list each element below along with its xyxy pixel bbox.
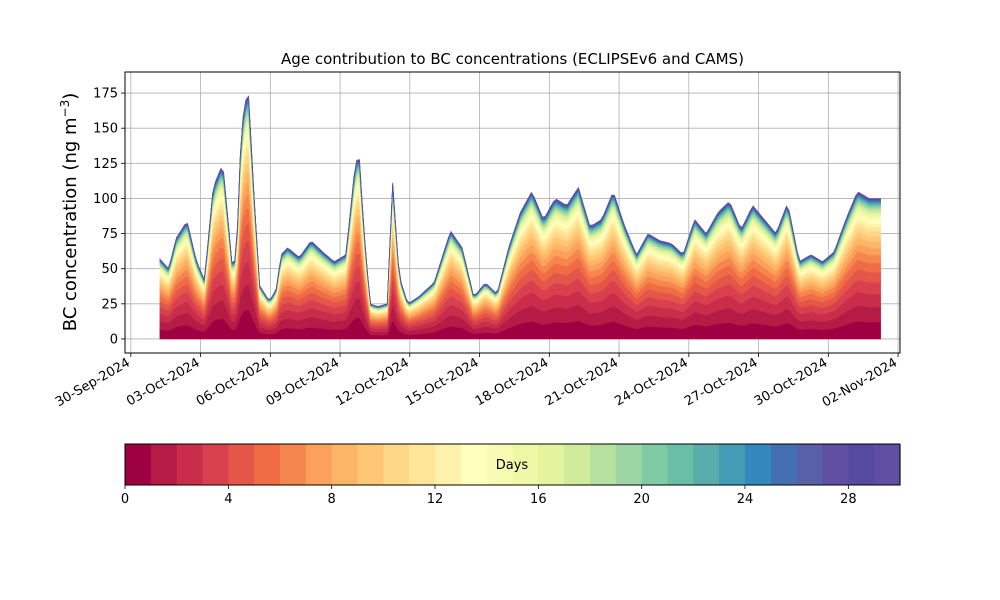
colorbar-cell [590,444,617,485]
colorbar-label: Days [496,458,529,473]
age-band-area [159,95,881,307]
chart-title: Age contribution to BC concentrations (E… [281,50,744,68]
colorbar-cell [641,444,669,485]
x-tick-label: 21-Oct-2024 [543,355,621,409]
colorbar-cell [745,444,772,485]
colorbar-cell [460,444,488,485]
x-tick-label: 06-Oct-2024 [194,355,272,409]
plot-frame [124,71,901,354]
colorbar-tick-label: 12 [427,492,444,507]
colorbar-tick-label: 0 [121,492,129,507]
colorbar-cell [770,444,798,485]
colorbar-tick-label: 28 [840,492,857,507]
colorbar-cell [796,444,824,485]
colorbar-cell [202,444,229,485]
y-tick-label: 175 [93,87,118,102]
y-axis-label: BC concentration (ng m−3) [58,93,81,332]
x-tick-label: 30-Sep-2024 [53,355,133,410]
x-tick-label: 03-Oct-2024 [124,355,202,409]
colorbar-tick-label: 20 [633,492,650,507]
colorbar-cell [512,444,539,485]
colorbar-cell [409,444,436,485]
colorbar-cells [125,444,901,485]
x-tick-label: 30-Oct-2024 [752,355,830,409]
colorbar-cell [538,444,565,485]
colorbar-cell [254,444,281,485]
x-tick-label: 27-Oct-2024 [682,355,760,409]
x-tick-label: 24-Oct-2024 [612,355,690,409]
x-tick-label: 02-Nov-2024 [820,355,900,410]
y-tick-label: 50 [101,262,118,277]
colorbar-frame [124,443,901,486]
y-axis-label-close: ) [60,93,81,100]
colorbar-cell [564,444,591,485]
y-axis-label-main: BC concentration (ng m [60,117,81,331]
y-axis-label-sup: −3 [58,100,72,118]
colorbar-tick-label: 8 [328,492,336,507]
plot-area: 0 25 50 75 100 125 150 175 30-Sep-202403-Oct-20… [53,71,901,410]
colorbar-cell [125,444,152,485]
x-tick-label: 15-Oct-2024 [403,355,481,409]
x-tick-label: 12-Oct-2024 [333,355,411,409]
y-tick-label: 0 [110,332,118,347]
y-tick-label: 100 [93,192,118,207]
y-tick-label: 125 [93,157,118,172]
colorbar-tick-label: 24 [737,492,754,507]
colorbar-cell [331,444,359,485]
x-axis-ticks: 30-Sep-202403-Oct-202406-Oct-202409-Oct-… [53,353,900,410]
colorbar-cell [357,444,384,485]
colorbar-cell [280,444,307,485]
colorbar-cell [228,444,255,485]
colorbar-cell [693,444,720,485]
colorbar-cell [383,444,410,485]
colorbar-cell [615,444,643,485]
colorbar-cell [848,444,875,485]
colorbar-ticks: 0 4 8 12 16 20 24 28 [121,485,857,507]
colorbar-tick-label: 4 [224,492,232,507]
colorbar-cell [150,444,178,485]
x-tick-label: 09-Oct-2024 [264,355,342,409]
age-stacked-areas [159,95,881,340]
y-tick-label: 25 [101,297,118,312]
colorbar-cell [822,444,849,485]
colorbar-cell [874,444,901,485]
colorbar-cell [305,444,333,485]
x-tick-label: 18-Oct-2024 [473,355,551,409]
colorbar: Days 0 4 8 12 16 20 24 28 [121,443,901,507]
y-tick-label: 75 [101,227,118,242]
colorbar-cell [176,444,204,485]
colorbar-cell [667,444,694,485]
y-axis-ticks: 0 25 50 75 100 125 150 175 [93,87,125,347]
colorbar-cell [435,444,462,485]
colorbar-cell [486,444,514,485]
colorbar-tick-label: 16 [530,492,547,507]
colorbar-cell [719,444,746,485]
y-tick-label: 150 [93,122,118,137]
